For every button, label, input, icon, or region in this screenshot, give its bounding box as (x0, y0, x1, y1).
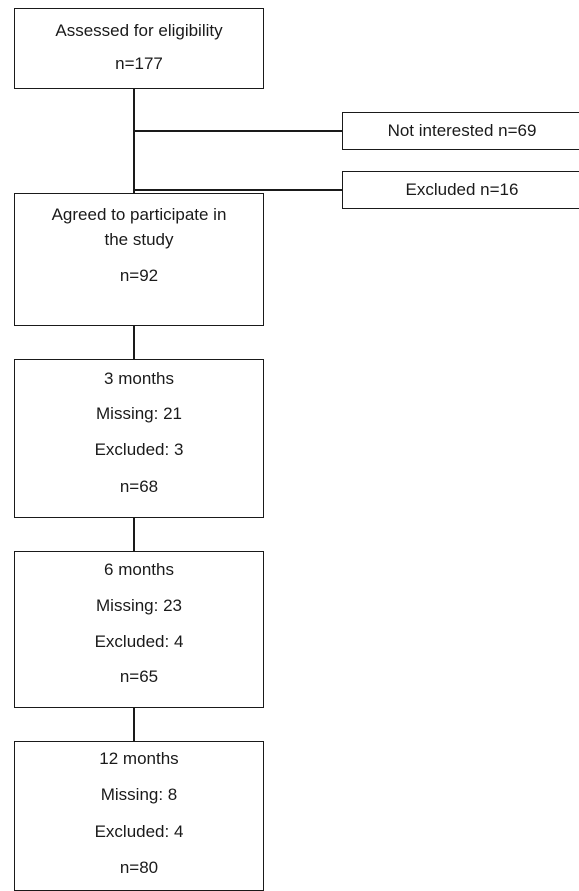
followup-period: 12 months (99, 749, 179, 768)
connector-assessed-to-agreed (133, 88, 135, 193)
followup-missing: Missing: 21 (96, 404, 182, 423)
connector-6-to-12-months (133, 707, 135, 741)
agreed-n: n=92 (119, 266, 159, 285)
followup-12-months-box: 12 months Missing: 8 Excluded: 4 n=80 (14, 741, 264, 891)
followup-n: n=80 (119, 858, 159, 877)
followup-missing: Missing: 8 (100, 785, 178, 804)
connector-3-to-6-months (133, 517, 135, 551)
followup-period: 3 months (104, 369, 174, 388)
followup-n: n=65 (119, 667, 159, 686)
followup-missing: Missing: 23 (96, 596, 182, 615)
assessed-title: Assessed for eligibility (55, 21, 223, 40)
followup-period: 6 months (104, 560, 174, 579)
assessed-n: n=177 (115, 54, 163, 73)
followup-6-months-box: 6 months Missing: 23 Excluded: 4 n=65 (14, 551, 264, 708)
excluded-label: Excluded n=16 (405, 180, 519, 199)
followup-n: n=68 (119, 477, 159, 496)
not-interested-label: Not interested n=69 (387, 121, 537, 140)
agreed-box: Agreed to participate in the study n=92 (14, 193, 264, 326)
followup-3-months-box: 3 months Missing: 21 Excluded: 3 n=68 (14, 359, 264, 518)
agreed-title-line1: Agreed to participate in (51, 205, 227, 224)
not-interested-box: Not interested n=69 (342, 112, 579, 150)
connector-to-not-interested (133, 130, 343, 132)
followup-excluded: Excluded: 4 (94, 822, 184, 841)
followup-excluded: Excluded: 3 (94, 440, 184, 459)
connector-agreed-to-3-months (133, 325, 135, 359)
followup-excluded: Excluded: 4 (94, 632, 184, 651)
assessed-box: Assessed for eligibility n=177 (14, 8, 264, 89)
excluded-box: Excluded n=16 (342, 171, 579, 209)
agreed-title-line2: the study (104, 230, 174, 249)
connector-to-excluded (133, 189, 343, 191)
